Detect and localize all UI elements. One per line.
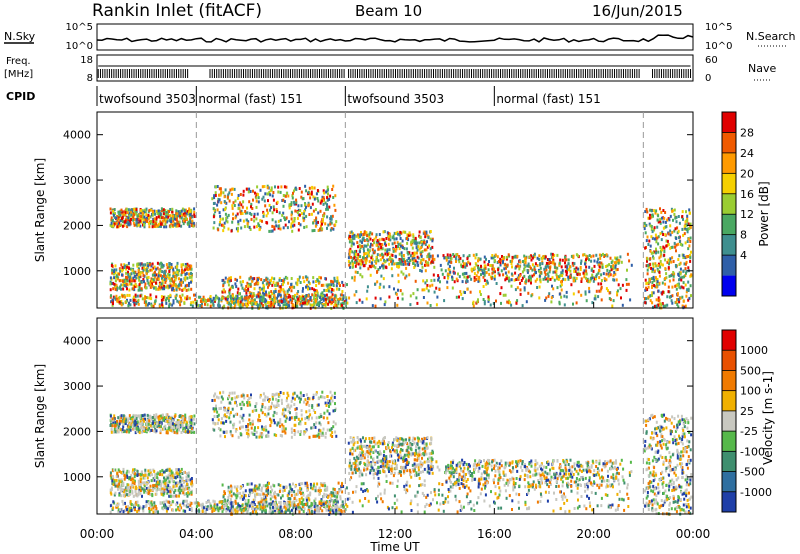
freq-unit: [MHz]: [4, 69, 33, 80]
power-colorbar-swatch: [722, 152, 736, 174]
time-axis: 00:00 04:00 08:00 12:00 16:00 20:00 00:00: [80, 302, 711, 541]
xtick-label: 00:00: [80, 527, 115, 541]
velocity-colorbar-tick: 1000: [740, 344, 768, 357]
power-colorbar-swatch: [722, 214, 736, 235]
station-title: Rankin Inlet (fitACF): [92, 1, 262, 21]
power-colorbar-swatch: [722, 255, 736, 276]
velocity-ytick-label: 3000: [63, 380, 91, 393]
nsky-line: [96, 34, 694, 43]
power-colorbar-tick: 28: [740, 126, 754, 139]
freq-tick-top: 18: [80, 55, 93, 66]
xtick-label: 00:00: [676, 527, 711, 541]
cpid-segment-label: normal (fast) 151: [198, 92, 302, 106]
power-colorbar-swatch: [722, 234, 736, 256]
velocity-colorbar-tick: -25: [740, 425, 758, 438]
velocity-colorbar-swatch: [722, 451, 736, 472]
xtick-label: 16:00: [477, 527, 512, 541]
cpid-row: CPID twofsound 3503 normal (fast) 151 twof…: [6, 86, 601, 106]
velocity-colorbar-swatch: [722, 410, 736, 432]
nave-label: Nave: [748, 62, 776, 75]
power-colorbar-tick: 4: [740, 249, 747, 262]
velocity-colorbar-swatch: [722, 330, 736, 351]
velocity-colorbar-swatch: [722, 390, 736, 411]
velocity-colorbar-label: Velocity [m s-1]: [761, 371, 775, 465]
nsearch-label: N.Search: [746, 30, 796, 43]
power-colorbar-swatch: [722, 173, 736, 194]
power-colorbar-tick: 20: [740, 167, 754, 180]
cpid-segment-label: normal (fast) 151: [496, 92, 600, 106]
velocity-ytick-label: 1000: [63, 471, 91, 484]
xtick-label: 04:00: [179, 527, 214, 541]
nsky-label: N.Sky: [4, 30, 36, 43]
frequency-panel: Freq. [MHz] 18 8 60 0 Nave: [4, 54, 776, 84]
power-colorbar-tick: 12: [740, 208, 754, 221]
power-ylabel: Slant Range [km]: [33, 158, 47, 262]
velocity-ylabel: Slant Range [km]: [33, 364, 47, 468]
noise-panel: N.Sky 10^5 10^0 10^5 10^0 N.Search: [4, 22, 796, 52]
date-label: 16/Jun/2015: [592, 2, 683, 20]
cpid-segment-label: twofsound 3503: [347, 92, 444, 106]
power-colorbar-swatch: [722, 112, 736, 133]
power-colorbar-swatch: [722, 193, 736, 215]
power-panel: 1000 2000 3000 4000 Slant Range [km] 28 24 20…: [33, 111, 771, 310]
velocity-colorbar-swatch: [722, 350, 736, 371]
xtick-label: 12:00: [378, 527, 413, 541]
power-colorbar-tick: 24: [740, 147, 754, 160]
power-ytick-label: 1000: [63, 265, 91, 278]
noise-tick-right-top: 10^5: [705, 22, 732, 33]
freq-tick-bottom: 8: [87, 73, 93, 84]
power-ytick-label: 3000: [63, 174, 91, 187]
power-colorbar-tick: 16: [740, 188, 754, 201]
power-colorbar-swatch: [722, 275, 736, 296]
xtick-label: 08:00: [278, 527, 313, 541]
velocity-colorbar-tick: 500: [740, 364, 761, 377]
cpid-segment-label: twofsound 3503: [99, 92, 196, 106]
nave-bars: [97, 65, 692, 78]
noise-tick-right-bottom: 10^0: [705, 41, 732, 52]
cpid-label: CPID: [6, 90, 35, 103]
power-ytick-label: 4000: [63, 129, 91, 142]
noise-tick-left-top: 10^5: [66, 22, 93, 33]
velocity-colorbar-swatch: [722, 491, 736, 512]
nave-tick-top: 60: [705, 55, 718, 66]
velocity-colorbar-swatch: [722, 471, 736, 492]
nave-tick-bottom: 0: [705, 73, 711, 84]
power-colorbar-label: Power [dB]: [757, 181, 771, 246]
velocity-colorbar-tick: 25: [740, 405, 754, 418]
velocity-colorbar-tick: -500: [740, 466, 765, 479]
velocity-colorbar-swatch: [722, 431, 736, 452]
beam-label: Beam 10: [355, 2, 422, 20]
velocity-colorbar-tick: -1000: [740, 486, 772, 499]
power-colorbar-tick: 8: [740, 229, 747, 242]
velocity-colorbar-tick: 100: [740, 385, 761, 398]
power-colorbar-swatch: [722, 132, 736, 153]
velocity-ytick-label: 2000: [63, 425, 91, 438]
velocity-colorbar-swatch: [722, 370, 736, 391]
xaxis-label: Time UT: [369, 540, 420, 554]
xtick-label: 20:00: [576, 527, 611, 541]
noise-tick-left-bottom: 10^0: [66, 41, 93, 52]
power-ytick-label: 2000: [63, 219, 91, 232]
velocity-ytick-label: 4000: [63, 335, 91, 348]
freq-label: Freq.: [6, 56, 31, 67]
velocity-panel: 1000 2000 3000 4000 Slant Range [km] 1000 50…: [33, 317, 775, 516]
velocity-colorbar-tick: -100: [740, 445, 765, 458]
